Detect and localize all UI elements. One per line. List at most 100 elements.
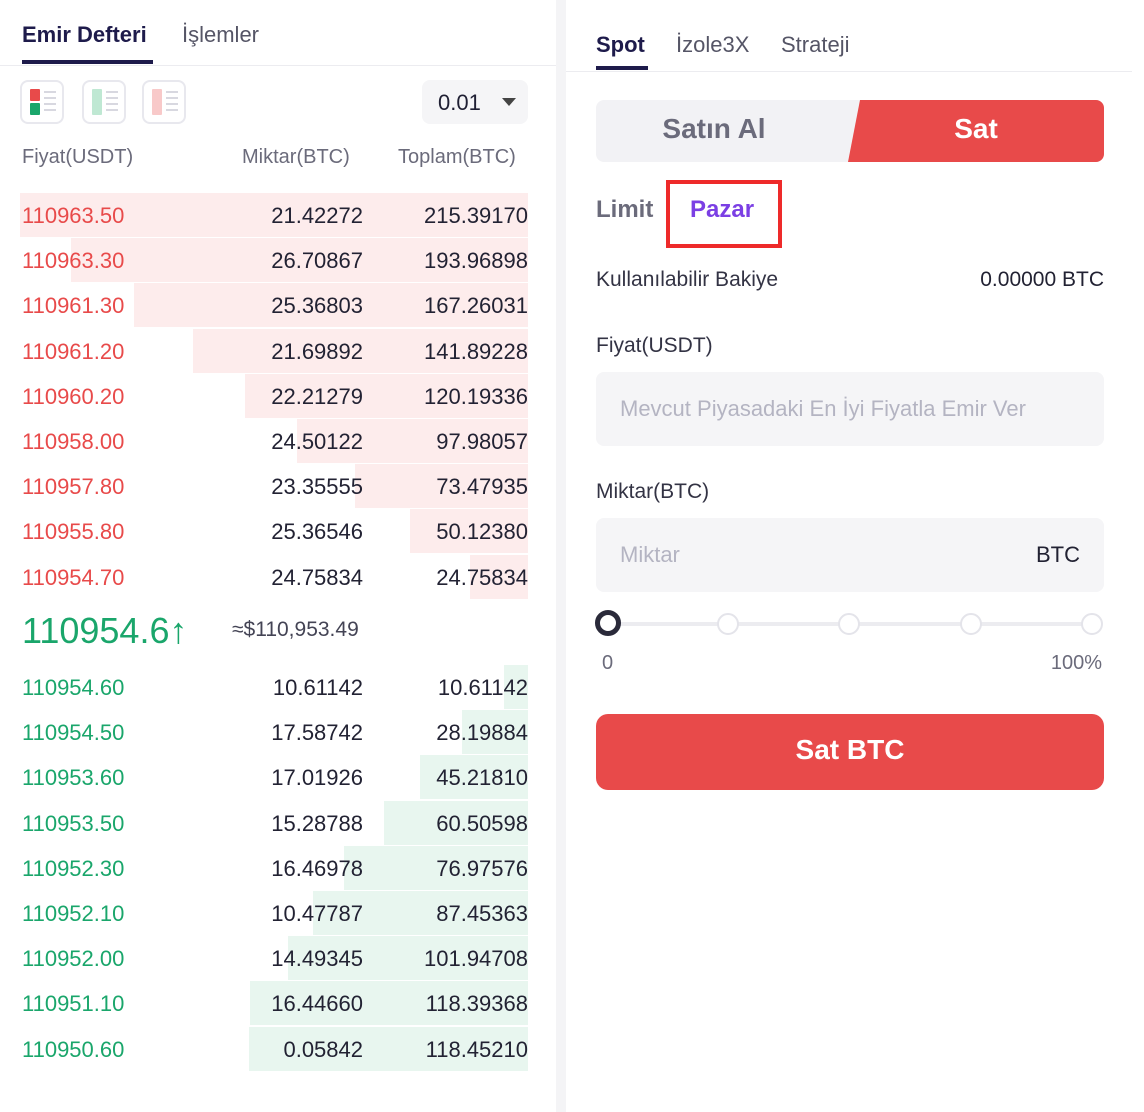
ask-total: 24.75834: [436, 564, 528, 590]
bid-amount: 17.58742: [271, 720, 363, 746]
tab-strategy[interactable]: Strateji: [781, 32, 850, 57]
bid-total: 87.45363: [436, 901, 528, 926]
ask-row[interactable]: 110957.80 23.35555 73.47935: [20, 464, 528, 509]
bid-price: 110954.50: [22, 720, 125, 746]
ask-amount: 26.70867: [271, 248, 363, 274]
amount-input-placeholder: Miktar: [620, 542, 680, 567]
ask-amount: 21.69892: [271, 338, 363, 364]
bid-depth-bar: [420, 755, 528, 800]
bid-depth-bar: [461, 710, 528, 755]
submit-label: Sat BTC: [795, 734, 905, 765]
ask-total: 97.98057: [436, 429, 528, 454]
amount-input[interactable]: Miktar BTC: [596, 518, 1104, 592]
ask-price: 110963.30: [22, 248, 125, 274]
slider-min-label: 0: [602, 652, 614, 674]
bid-depth-bar: [383, 800, 528, 845]
order-type-market[interactable]: Pazar: [690, 196, 755, 223]
ask-price: 110963.50: [22, 203, 125, 228]
buy-label: Satın Al: [662, 113, 766, 144]
bid-total: 101.94708: [424, 946, 528, 972]
last-price-value: 110954.6: [22, 610, 170, 651]
ask-price: 110960.20: [22, 383, 125, 409]
slider-step-100[interactable]: [1081, 613, 1103, 635]
bid-row[interactable]: 110950.60 0.05842 118.45210: [20, 1026, 528, 1071]
bid-row[interactable]: 110953.50 15.28788 60.50598: [20, 800, 528, 845]
bid-total: 28.19884: [436, 720, 528, 746]
ask-price: 110961.20: [22, 338, 125, 364]
arrow-up-icon: ↑: [169, 610, 188, 651]
active-tab-underline: [596, 66, 648, 70]
tab-trades[interactable]: İşlemler: [182, 22, 260, 47]
bid-total: 118.39368: [425, 991, 528, 1017]
ask-depth-bar: [70, 238, 528, 283]
bid-row[interactable]: 110952.30 16.46978 76.97576: [20, 845, 528, 890]
slider-step-50[interactable]: [838, 613, 860, 635]
bid-row[interactable]: 110952.00 14.49345 101.94708: [20, 936, 528, 981]
ask-total: 141.89228: [424, 338, 528, 364]
ask-amount: 25.36546: [271, 519, 363, 545]
view-asks-button[interactable]: [142, 80, 186, 124]
bid-total: 45.21810: [436, 765, 528, 791]
order-book-tabs: Emir Defteri İşlemler: [0, 0, 556, 66]
column-header-price: Fiyat(USDT): [22, 146, 134, 168]
ask-depth-bar: [409, 509, 528, 554]
ask-row[interactable]: 110963.30 26.70867 193.96898: [20, 238, 528, 283]
bid-amount: 16.44660: [271, 991, 363, 1017]
bid-row[interactable]: 110954.50 17.58742 28.19884: [20, 710, 528, 755]
ask-amount: 22.21279: [271, 383, 363, 409]
available-balance-value: 0.00000 BTC: [980, 268, 1104, 291]
ask-row[interactable]: 110958.00 24.50122 97.98057: [20, 419, 528, 463]
bid-amount: 10.47787: [271, 901, 363, 926]
tab-spot[interactable]: Spot: [596, 32, 645, 57]
buy-sell-toggle: Satın Al Sat: [596, 100, 1104, 162]
price-field-label: Fiyat(USDT): [596, 334, 713, 357]
ask-row[interactable]: 110954.70 24.75834 24.75834: [20, 554, 528, 599]
tab-order-book[interactable]: Emir Defteri: [22, 22, 147, 47]
precision-select[interactable]: 0.01: [422, 80, 528, 124]
slider-step-75[interactable]: [960, 613, 982, 635]
bid-price: 110953.60: [22, 765, 125, 791]
buy-button[interactable]: Satın Al: [596, 100, 856, 162]
last-price-usd: ≈$110,953.49: [232, 618, 359, 641]
ask-row[interactable]: 110961.20 21.69892 141.89228: [20, 328, 528, 373]
submit-sell-button[interactable]: Sat BTC: [596, 714, 1104, 790]
ask-total: 167.26031: [424, 293, 528, 319]
ask-row[interactable]: 110963.50 21.42272 215.39170: [20, 193, 528, 237]
bid-row[interactable]: 110952.10 10.47787 87.45363: [20, 891, 528, 935]
bid-total: 60.50598: [436, 810, 528, 836]
ask-row[interactable]: 110960.20 22.21279 120.19336: [20, 373, 528, 418]
tab-isolated[interactable]: İzole3X: [676, 32, 750, 57]
ask-row[interactable]: 110961.30 25.36803 167.26031: [20, 283, 528, 328]
bid-price: 110950.60: [22, 1036, 125, 1062]
bid-depth-bar: [504, 665, 528, 709]
slider-step-25[interactable]: [717, 613, 739, 635]
bid-row[interactable]: 110954.60 10.61142 10.61142: [20, 665, 528, 709]
bid-depth-bar: [287, 936, 528, 981]
ask-amount: 23.35555: [271, 474, 363, 500]
bid-amount: 16.46978: [271, 855, 363, 881]
amount-field-label: Miktar(BTC): [596, 480, 710, 503]
order-type-limit[interactable]: Limit: [596, 196, 654, 223]
bid-depth-bar: [250, 981, 528, 1026]
ask-amount: 21.42272: [271, 203, 363, 228]
bid-total: 118.45210: [425, 1036, 528, 1062]
chevron-down-icon: [502, 98, 516, 106]
ask-amount: 24.50122: [271, 429, 363, 454]
bid-total: 76.97576: [436, 855, 528, 881]
highlight-box: [666, 180, 782, 248]
ask-depth-bar: [354, 464, 528, 509]
ask-total: 120.19336: [424, 383, 528, 409]
view-bids-button[interactable]: [82, 80, 126, 124]
view-both-button[interactable]: [20, 80, 64, 124]
last-price: 110954.6↑: [22, 610, 187, 652]
slider-handle[interactable]: [595, 610, 621, 636]
bid-row[interactable]: 110953.60 17.01926 45.21810: [20, 755, 528, 800]
bid-row[interactable]: 110951.10 16.44660 118.39368: [20, 981, 528, 1026]
sell-button[interactable]: Sat: [848, 100, 1104, 162]
ask-total: 193.96898: [424, 248, 528, 274]
bid-depth-bar: [313, 891, 528, 935]
ask-row[interactable]: 110955.80 25.36546 50.12380: [20, 509, 528, 554]
precision-value: 0.01: [438, 90, 481, 115]
bid-price: 110952.00: [22, 946, 125, 972]
price-input[interactable]: Mevcut Piyasadaki En İyi Fiyatla Emir Ve…: [596, 372, 1104, 446]
